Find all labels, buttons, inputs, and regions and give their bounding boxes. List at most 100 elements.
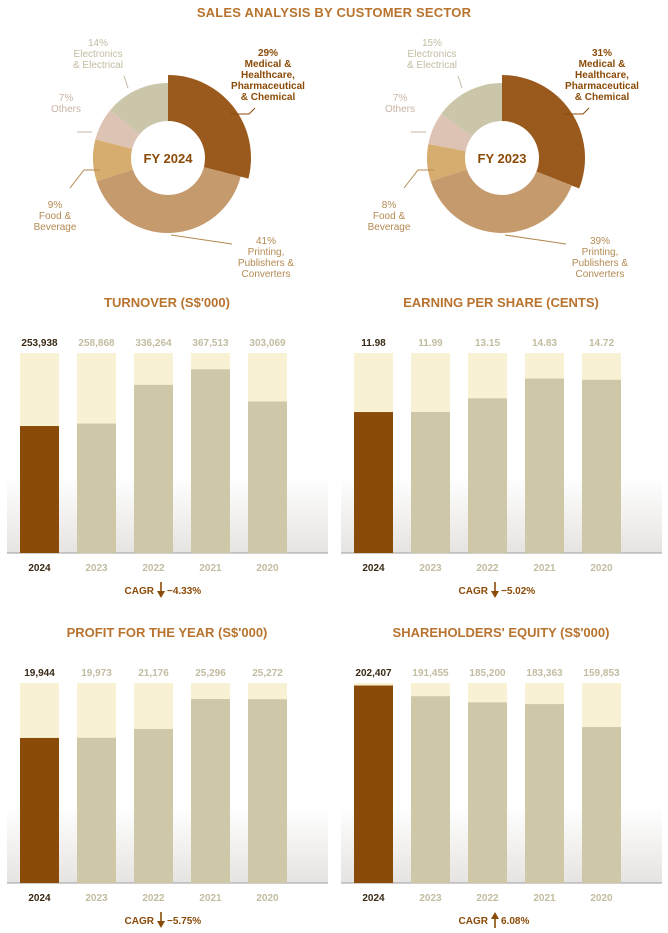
bar bbox=[582, 727, 621, 883]
donut-slice bbox=[96, 158, 241, 234]
year-label: 2020 bbox=[590, 563, 613, 574]
bar bbox=[411, 696, 450, 883]
bar bbox=[20, 737, 59, 883]
leader-line bbox=[123, 75, 129, 89]
bar-value-label: 25,272 bbox=[252, 668, 283, 679]
bar-value-label: 11.99 bbox=[418, 338, 443, 349]
bar-value-label: 191,455 bbox=[412, 668, 449, 679]
profit-chart: PROFIT FOR THE YEAR (S$'000) 19,944 2024 19… bbox=[7, 625, 328, 928]
bar bbox=[248, 401, 287, 553]
donut-slice bbox=[93, 139, 168, 182]
bar-value-label: 25,296 bbox=[195, 668, 226, 679]
cagr-value: −4.33% bbox=[167, 586, 201, 597]
bar bbox=[77, 737, 116, 883]
slice-label: 7% Others bbox=[51, 93, 81, 115]
year-label: 2023 bbox=[419, 893, 442, 904]
bar-value-label: 14.72 bbox=[589, 338, 614, 349]
chart-title: SHAREHOLDERS' EQUITY (S$'000) bbox=[393, 625, 610, 640]
year-label: 2023 bbox=[85, 893, 108, 904]
donut-slice bbox=[430, 158, 572, 233]
bar bbox=[77, 423, 116, 553]
turnover-chart: TURNOVER (S$'000) 253,938 2024 258,868 2023 3… bbox=[7, 295, 328, 598]
leader-line bbox=[170, 234, 233, 245]
bar-value-label: 13.15 bbox=[475, 338, 500, 349]
bar-value-label: 253,938 bbox=[21, 338, 58, 349]
eps-chart: EARNING PER SHARE (CENTS) 11.98 2024 11.99 2… bbox=[341, 295, 662, 598]
bar bbox=[354, 685, 393, 883]
sector-donut-fy2024: FY 2024 29% Medical & Healthcare, Pharmaceut… bbox=[34, 38, 306, 280]
bar-value-label: 14.83 bbox=[532, 338, 557, 349]
slice-label: 8% Food & Beverage bbox=[368, 200, 411, 233]
slice-label: 7% Others bbox=[385, 93, 415, 115]
leader-line bbox=[230, 107, 256, 115]
bar-value-label: 159,853 bbox=[583, 668, 620, 679]
cagr-value: −5.02% bbox=[501, 586, 535, 597]
slice-label: 29% Medical & Healthcare, Pharmaceutical & C… bbox=[231, 48, 305, 103]
year-label: 2020 bbox=[256, 893, 279, 904]
slice-label: 14% Electronics & Electrical bbox=[73, 38, 123, 71]
bar bbox=[354, 412, 393, 553]
bar-value-label: 185,200 bbox=[469, 668, 506, 679]
bar-value-label: 11.98 bbox=[361, 338, 386, 349]
cagr-value: −5.75% bbox=[167, 916, 201, 927]
bar-value-label: 336,264 bbox=[135, 338, 172, 349]
cagr-down-arrow-icon bbox=[157, 591, 165, 598]
year-label: 2024 bbox=[28, 893, 51, 904]
bar-value-label: 202,407 bbox=[355, 668, 392, 679]
donut-center-label: FY 2023 bbox=[478, 151, 527, 166]
leader-line bbox=[403, 169, 434, 189]
year-label: 2022 bbox=[142, 563, 165, 574]
bar-value-label: 19,944 bbox=[24, 668, 55, 679]
leader-line bbox=[564, 107, 590, 115]
year-label: 2020 bbox=[256, 563, 279, 574]
leader-line bbox=[69, 169, 100, 189]
slice-label: 9% Food & Beverage bbox=[34, 200, 77, 233]
chart-title: PROFIT FOR THE YEAR (S$'000) bbox=[67, 625, 268, 640]
year-label: 2024 bbox=[362, 893, 385, 904]
bar-value-label: 367,513 bbox=[192, 338, 229, 349]
cagr-up-arrow-icon bbox=[491, 912, 499, 919]
bar bbox=[134, 384, 173, 553]
chart-title: TURNOVER (S$'000) bbox=[104, 295, 230, 310]
cagr-value: 6.08% bbox=[501, 916, 529, 927]
cagr-label: CAGR bbox=[459, 916, 489, 927]
slice-label: 15% Electronics & Electrical bbox=[407, 38, 457, 71]
slice-label: 41% Printing, Publishers & Converters bbox=[238, 236, 294, 280]
year-label: 2022 bbox=[142, 893, 165, 904]
year-label: 2021 bbox=[199, 893, 222, 904]
bar-value-label: 19,973 bbox=[81, 668, 112, 679]
leader-line bbox=[457, 75, 463, 89]
cagr-down-arrow-icon bbox=[491, 591, 499, 598]
cagr-label: CAGR bbox=[459, 586, 489, 597]
slice-label: 31% Medical & Healthcare, Pharmaceutical & C… bbox=[565, 48, 639, 103]
bar bbox=[248, 699, 287, 883]
bar bbox=[411, 411, 450, 553]
year-label: 2024 bbox=[28, 563, 51, 574]
year-label: 2020 bbox=[590, 893, 613, 904]
donut-slice bbox=[427, 143, 502, 182]
year-label: 2022 bbox=[476, 563, 499, 574]
cagr-label: CAGR bbox=[125, 586, 155, 597]
leader-line bbox=[504, 234, 567, 245]
bar bbox=[191, 699, 230, 883]
bar bbox=[525, 704, 564, 883]
donut-center-label: FY 2024 bbox=[144, 151, 194, 166]
slice-label: 39% Printing, Publishers & Converters bbox=[572, 236, 628, 280]
bar-value-label: 258,868 bbox=[78, 338, 115, 349]
bar-value-label: 21,176 bbox=[138, 668, 169, 679]
bar bbox=[582, 379, 621, 553]
bar bbox=[191, 369, 230, 553]
donut-hole bbox=[465, 121, 539, 195]
sector-donut-fy2023: FY 2023 31% Medical & Healthcare, Pharmaceut… bbox=[368, 38, 640, 280]
cagr-down-arrow-icon bbox=[157, 921, 165, 928]
bar-value-label: 303,069 bbox=[249, 338, 286, 349]
bar bbox=[468, 398, 507, 553]
year-label: 2023 bbox=[85, 563, 108, 574]
bar bbox=[134, 728, 173, 883]
bar bbox=[468, 702, 507, 883]
equity-chart: SHAREHOLDERS' EQUITY (S$'000) 202,407 2024… bbox=[341, 625, 662, 928]
year-label: 2021 bbox=[199, 563, 222, 574]
cagr-label: CAGR bbox=[125, 916, 155, 927]
year-label: 2022 bbox=[476, 893, 499, 904]
year-label: 2023 bbox=[419, 563, 442, 574]
